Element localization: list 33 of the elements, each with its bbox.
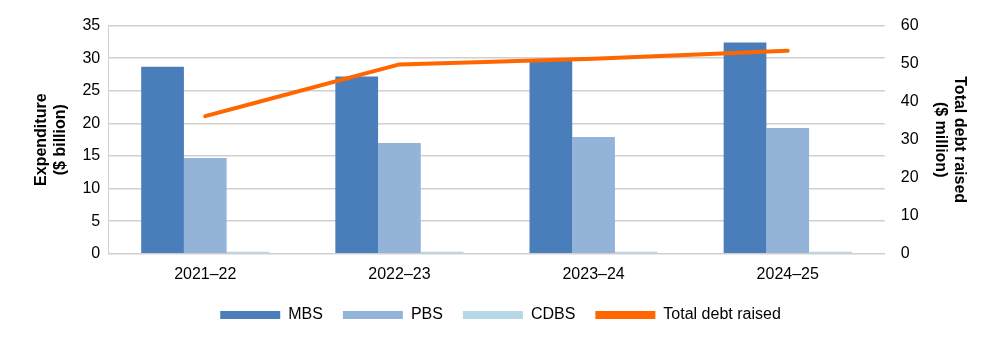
x-tick-label: 2022–23 — [368, 264, 431, 282]
bar — [572, 137, 615, 254]
bar — [529, 59, 573, 254]
y-tick-label: 5 — [91, 211, 101, 229]
y2-tick-label: 20 — [900, 168, 919, 186]
x-tick-label: 2021–22 — [174, 264, 237, 282]
bar — [141, 66, 184, 254]
y-tick-label: 0 — [91, 244, 101, 262]
y-tick-label: 35 — [82, 16, 101, 34]
y2-tick-label: 50 — [900, 54, 919, 72]
y-tick-label: 15 — [82, 146, 101, 164]
y-tick-label: 10 — [82, 179, 101, 197]
bar — [335, 76, 379, 254]
y2-tick-label: 60 — [900, 16, 919, 34]
y2-tick-label: 40 — [900, 92, 919, 110]
y2-tick-label: 0 — [900, 244, 910, 262]
legend-label: Total debt raised — [663, 305, 781, 323]
bar — [183, 157, 227, 254]
legend-label: PBS — [410, 305, 443, 323]
x-tick-label: 2023–24 — [562, 264, 625, 282]
y-axis-title: Expenditure ($ billion) — [32, 93, 69, 186]
bar — [723, 42, 767, 254]
x-tick-label: 2024–25 — [756, 264, 819, 282]
legend-label: MBS — [288, 305, 323, 323]
y2-axis-title: Total debt raised ($ million) — [932, 76, 969, 204]
legend-label: CDBS — [530, 305, 576, 323]
bar — [766, 127, 810, 254]
bar — [378, 142, 421, 254]
y-tick-label: 20 — [82, 113, 101, 131]
y2-tick-label: 30 — [900, 130, 919, 148]
y2-tick-label: 10 — [900, 206, 919, 224]
y-tick-label: 30 — [82, 48, 101, 66]
y-tick-label: 25 — [82, 81, 101, 99]
